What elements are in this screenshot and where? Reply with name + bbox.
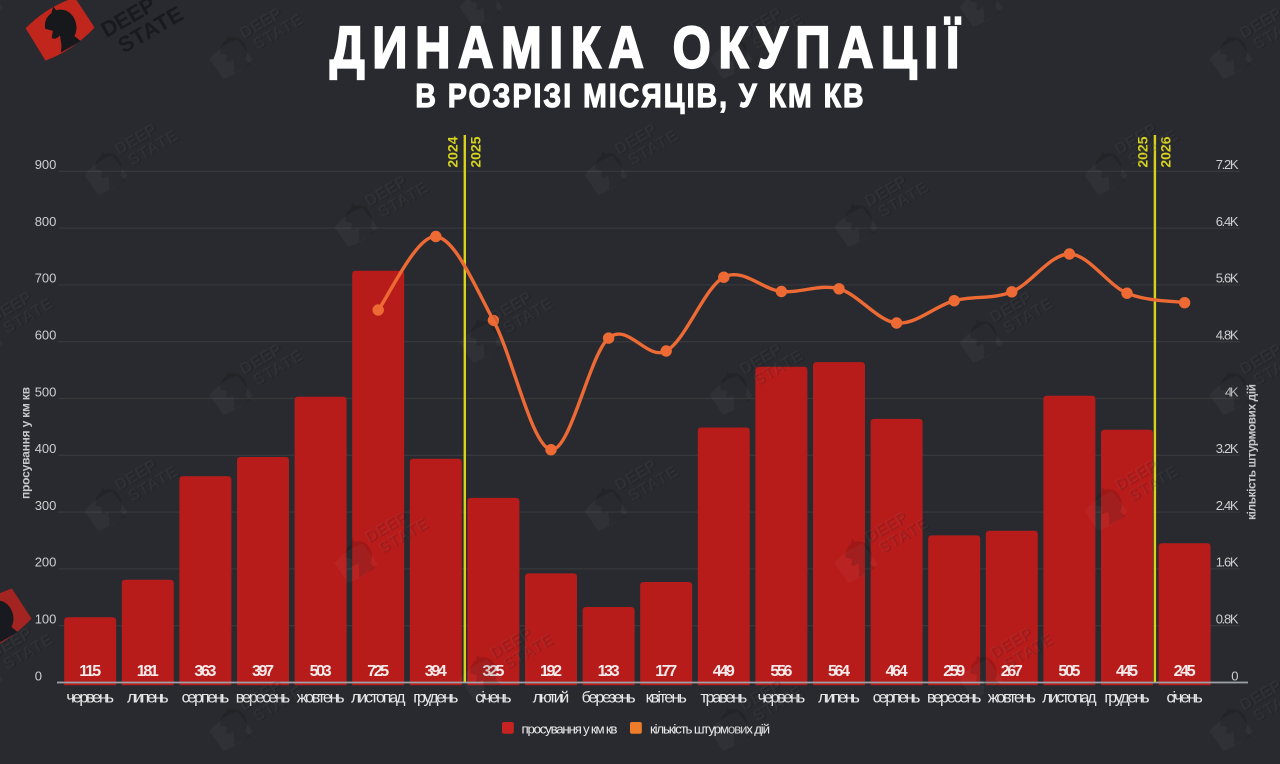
svg-text:4.8K: 4.8K xyxy=(1216,328,1239,343)
svg-text:2025: 2025 xyxy=(468,136,484,167)
svg-text:181: 181 xyxy=(137,663,159,680)
svg-text:700: 700 xyxy=(35,271,57,286)
svg-text:556: 556 xyxy=(770,663,792,680)
svg-text:115: 115 xyxy=(79,663,101,680)
svg-text:394: 394 xyxy=(425,663,447,680)
svg-text:серпень: серпень xyxy=(182,690,230,707)
svg-text:2.4K: 2.4K xyxy=(1216,498,1239,513)
svg-text:грудень: грудень xyxy=(413,690,458,707)
svg-text:900: 900 xyxy=(35,157,57,172)
svg-text:500: 500 xyxy=(35,384,57,399)
svg-text:6.4K: 6.4K xyxy=(1216,214,1239,229)
svg-text:800: 800 xyxy=(35,214,57,229)
svg-text:7.2K: 7.2K xyxy=(1216,157,1239,172)
svg-text:600: 600 xyxy=(35,328,57,343)
svg-text:лютий: лютий xyxy=(533,690,569,707)
svg-text:449: 449 xyxy=(713,663,735,680)
svg-text:192: 192 xyxy=(540,663,562,680)
svg-text:листопад: листопад xyxy=(1042,690,1097,707)
svg-text:просування у км кв: просування у км кв xyxy=(19,387,33,499)
svg-text:464: 464 xyxy=(886,663,908,680)
svg-text:564: 564 xyxy=(828,663,850,680)
svg-text:363: 363 xyxy=(194,663,216,680)
svg-text:грудень: грудень xyxy=(1104,690,1149,707)
svg-text:серпень: серпень xyxy=(873,690,921,707)
svg-text:2024: 2024 xyxy=(445,136,461,167)
svg-text:ДИНАМІКА ОКУПАЦІЇ: ДИНАМІКА ОКУПАЦІЇ xyxy=(330,17,967,81)
svg-text:квітень: квітень xyxy=(646,690,687,707)
svg-text:503: 503 xyxy=(310,663,332,680)
svg-text:липень: липень xyxy=(127,690,169,707)
svg-text:0: 0 xyxy=(1231,668,1238,683)
svg-text:1.6K: 1.6K xyxy=(1216,555,1239,570)
svg-text:245: 245 xyxy=(1174,663,1196,680)
svg-text:травень: травень xyxy=(700,690,747,707)
svg-text:133: 133 xyxy=(598,663,620,680)
svg-text:жовтень: жовтень xyxy=(988,690,1036,707)
svg-text:вересень: вересень xyxy=(927,690,981,707)
svg-text:0.8K: 0.8K xyxy=(1216,612,1239,627)
svg-text:липень: липень xyxy=(818,690,860,707)
svg-text:березень: березень xyxy=(582,690,636,707)
svg-text:просування у км кв: просування у км кв xyxy=(522,722,618,737)
svg-text:397: 397 xyxy=(252,663,274,680)
svg-text:177: 177 xyxy=(655,663,677,680)
svg-text:5.6K: 5.6K xyxy=(1216,271,1239,286)
svg-text:В РОЗРІЗІ МІСЯЦІВ, У КМ КВ: В РОЗРІЗІ МІСЯЦІВ, У КМ КВ xyxy=(415,77,865,115)
svg-text:0: 0 xyxy=(35,668,42,683)
svg-text:100: 100 xyxy=(35,612,57,627)
svg-text:200: 200 xyxy=(35,555,57,570)
svg-text:3.2K: 3.2K xyxy=(1216,441,1239,456)
svg-text:червень: червень xyxy=(66,690,114,707)
svg-text:листопад: листопад xyxy=(351,690,406,707)
svg-text:січень: січень xyxy=(1167,690,1203,707)
svg-text:400: 400 xyxy=(35,441,57,456)
svg-text:300: 300 xyxy=(35,498,57,513)
svg-text:445: 445 xyxy=(1116,663,1138,680)
svg-text:725: 725 xyxy=(367,663,389,680)
svg-text:505: 505 xyxy=(1058,663,1080,680)
svg-text:259: 259 xyxy=(943,663,965,680)
svg-text:кількість штурмових дій: кількість штурмових дій xyxy=(1245,384,1259,520)
svg-text:жовтень: жовтень xyxy=(297,690,345,707)
